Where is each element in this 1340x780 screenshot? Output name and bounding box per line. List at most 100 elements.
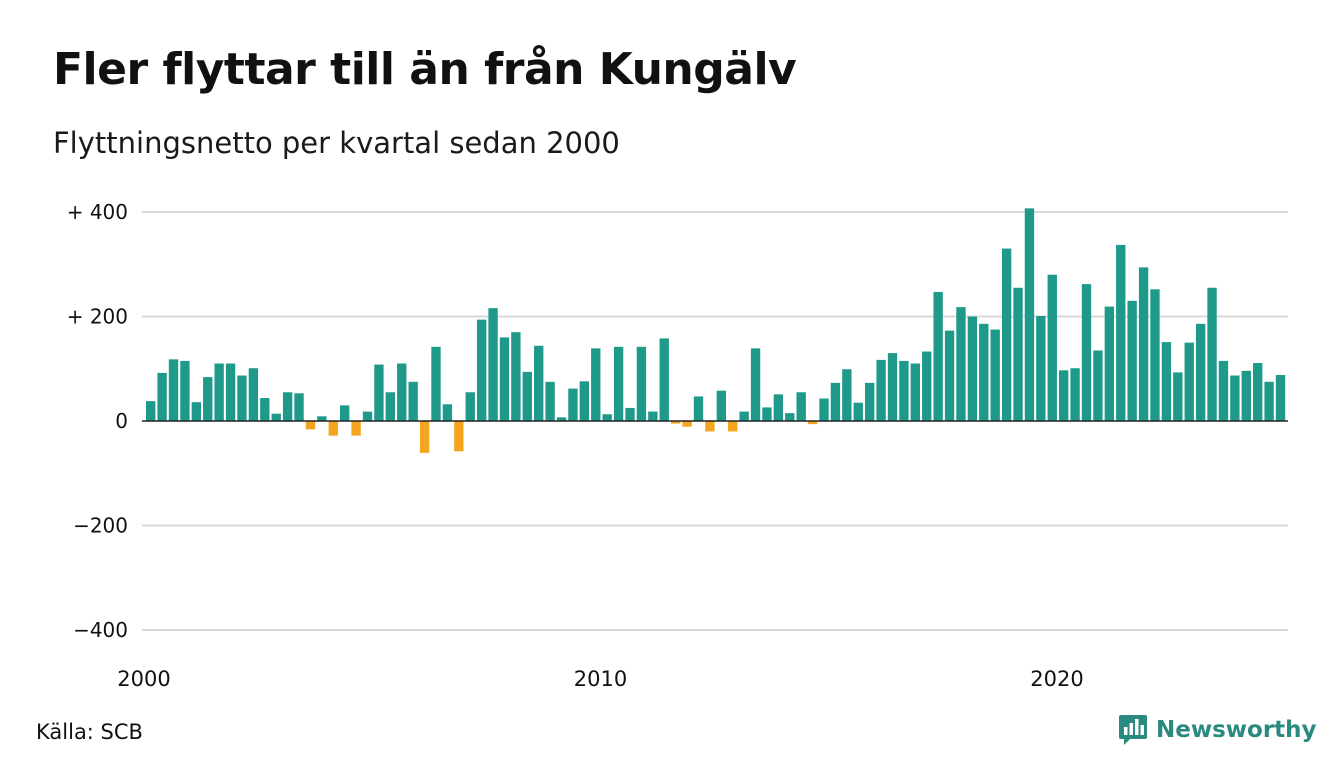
brand-logo[interactable]: Newsworthy (1118, 714, 1317, 746)
y-tick-label: + 400 (67, 200, 128, 224)
bar (454, 421, 464, 452)
bar (203, 377, 213, 421)
bar (431, 346, 441, 421)
x-tick-label: 2010 (574, 667, 627, 691)
bar (773, 394, 784, 421)
bar (1081, 284, 1092, 421)
bar (579, 381, 590, 421)
grid-lines (142, 211, 1288, 631)
bar (933, 291, 943, 421)
bar (705, 421, 715, 432)
bar (899, 360, 909, 421)
bar (979, 323, 989, 421)
bar (659, 338, 669, 421)
bar (1013, 287, 1023, 421)
bar (922, 351, 932, 421)
x-tick-label: 2020 (1030, 667, 1083, 691)
bar (556, 417, 567, 421)
bar (1024, 208, 1035, 421)
y-tick-label: + 200 (67, 305, 128, 329)
bar (602, 414, 612, 421)
bar (1195, 323, 1206, 421)
bar (1173, 372, 1183, 421)
bar (317, 416, 327, 421)
bar (225, 363, 236, 421)
bars (146, 208, 1286, 453)
bar (1127, 300, 1137, 421)
bar (180, 360, 190, 421)
bar (305, 421, 316, 430)
bar (1104, 306, 1115, 421)
bar (785, 413, 795, 421)
bar (362, 411, 373, 421)
bar (1116, 244, 1126, 421)
bar (442, 404, 453, 421)
bar (328, 421, 338, 436)
bar (397, 363, 407, 421)
bar (956, 307, 966, 421)
bar (750, 348, 761, 421)
bar (967, 316, 978, 421)
bar (385, 392, 396, 421)
bar (728, 421, 738, 432)
bar (1241, 370, 1251, 421)
bar (591, 348, 601, 421)
y-tick-label: −200 (73, 514, 128, 538)
bar (1264, 381, 1274, 421)
bar (1059, 370, 1069, 421)
bar (534, 345, 544, 421)
bar (864, 382, 875, 421)
bar (1218, 360, 1229, 421)
bar (819, 398, 829, 421)
bar (545, 381, 555, 421)
bar (1150, 289, 1160, 421)
y-tick-label: −400 (73, 618, 128, 642)
bar (522, 371, 532, 421)
bar (1253, 363, 1263, 421)
bar (636, 346, 647, 421)
bar (294, 393, 304, 421)
bar (1138, 267, 1149, 421)
bar (146, 401, 156, 421)
bar (1275, 375, 1286, 421)
bar (271, 413, 281, 421)
bar (1230, 375, 1240, 421)
bar (374, 364, 384, 421)
bar (648, 411, 658, 421)
bar (237, 375, 247, 421)
x-axis-labels: 2000 2010 2020 (117, 667, 1083, 691)
chart-bars-icon (1119, 715, 1147, 745)
bar (214, 363, 224, 421)
bar (191, 402, 202, 421)
chart-subtitle: Flyttningsnetto per kvartal sedan 2000 (53, 126, 620, 160)
bar (876, 359, 886, 421)
bar (613, 346, 624, 421)
source-note: Källa: SCB (36, 720, 143, 744)
bar (408, 381, 418, 421)
y-tick-label: 0 (115, 409, 128, 433)
bar (351, 421, 361, 436)
bar (807, 421, 818, 425)
bar (625, 407, 635, 421)
bar (682, 421, 692, 427)
bar (419, 421, 430, 453)
bar (1093, 350, 1103, 421)
bar (842, 369, 852, 421)
x-tick-label: 2000 (117, 667, 170, 691)
bar (1070, 368, 1080, 421)
bar (1184, 342, 1194, 422)
bar (716, 390, 726, 421)
bar (488, 308, 498, 421)
bar (830, 382, 841, 421)
bar (248, 368, 259, 421)
bar (1207, 287, 1217, 421)
bar (465, 392, 475, 421)
bar (1047, 274, 1057, 421)
bar (796, 392, 806, 421)
bar (511, 332, 521, 421)
bar (670, 421, 681, 424)
brand-name: Newsworthy (1156, 717, 1317, 743)
bar (944, 330, 955, 421)
bar (1036, 315, 1046, 421)
